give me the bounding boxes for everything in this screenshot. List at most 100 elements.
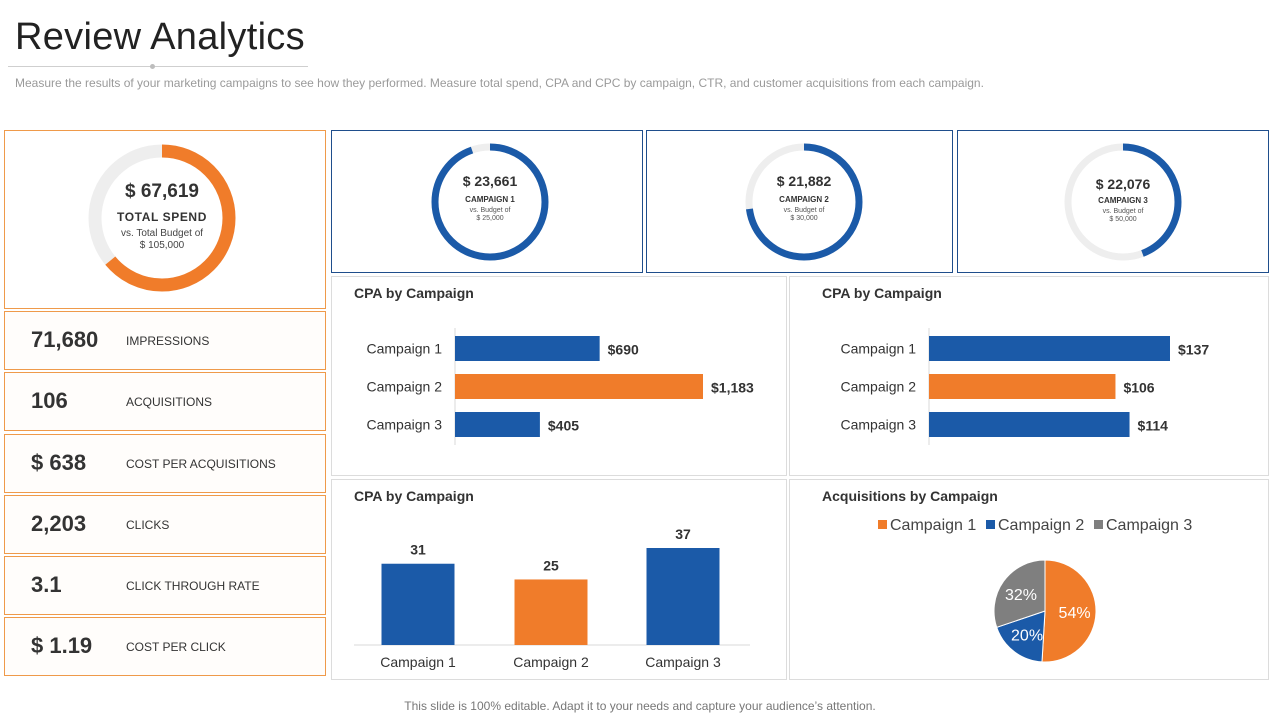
metric-value: 71,680	[31, 327, 99, 352]
footer-note: This slide is 100% editable. Adapt it to…	[404, 699, 876, 713]
total-spend-budget-caption: vs. Total Budget of	[120, 228, 204, 239]
cpa-bar-chart-1: Campaign 1 $690 Campaign 2 $1,183 Campaign 3…	[367, 328, 754, 445]
chart-title: CPA by Campaign	[354, 285, 474, 301]
data-label: $106	[1123, 380, 1154, 396]
acquisitions-chart-panel: Acquisitions by Campaign Campaign 1 Campa…	[789, 479, 1269, 680]
category-label: Campaign 2	[367, 379, 443, 395]
chart-title: CPA by Campaign	[822, 285, 942, 301]
pie-slice	[1041, 559, 1097, 663]
legend-swatch	[986, 520, 995, 529]
campaign-3-budget-caption: vs. Budget of	[1102, 208, 1144, 215]
slice-label: 20%	[1011, 628, 1043, 645]
metric-impressions: 71,680 IMPRESSIONS	[4, 311, 326, 370]
campaign-3-value: $ 22,076	[1095, 176, 1151, 192]
total-spend-donut	[88, 144, 236, 292]
metric-cost-per-acquisition: $ 638 COST PER ACQUISITIONS	[4, 434, 326, 493]
slice-label: 32%	[1005, 587, 1037, 604]
category-label: Campaign 2	[513, 654, 589, 670]
bar	[381, 563, 455, 645]
metric-label: ACQUISITIONS	[126, 395, 213, 409]
title-divider	[8, 66, 308, 67]
campaign-2-budget-value: $ 30,000	[790, 215, 818, 222]
bar	[929, 412, 1130, 437]
data-label: $405	[548, 418, 579, 434]
campaign-3-budget-value: $ 50,000	[1109, 216, 1137, 223]
cpa-column-chart: 31 Campaign 1 25 Campaign 2 37 Campaign 3	[354, 526, 750, 670]
campaign-2-arc	[745, 143, 863, 261]
category-label: Campaign 3	[367, 417, 443, 433]
campaign-3-donut	[1064, 143, 1182, 261]
campaign-2-value: $ 21,882	[776, 173, 832, 189]
bar	[929, 336, 1170, 361]
metric-label: COST PER ACQUISITIONS	[126, 457, 276, 471]
data-label: $690	[608, 342, 639, 358]
acquisitions-pie-chart: Campaign 1 Campaign 2 Campaign 3 54% 20% 32%	[878, 517, 1192, 663]
campaign-2-donut	[745, 143, 863, 261]
bar	[455, 336, 600, 361]
category-label: Campaign 2	[841, 379, 917, 395]
metric-clicks: 2,203 CLICKS	[4, 495, 326, 554]
bar	[455, 412, 540, 437]
page-title: Review Analytics	[15, 16, 305, 58]
data-label: 37	[675, 526, 691, 542]
legend-label: Campaign 3	[1106, 517, 1192, 534]
metric-value: $ 638	[31, 450, 87, 475]
data-label: 31	[410, 542, 426, 558]
campaign-1-budget-value: $ 25,000	[476, 215, 504, 222]
campaign-2-label: CAMPAIGN 2	[779, 195, 829, 204]
campaign-1-donut	[431, 143, 549, 261]
campaign-3-label: CAMPAIGN 3	[1098, 196, 1148, 205]
data-label: $114	[1138, 418, 1169, 434]
total-spend-label: TOTAL SPEND	[117, 210, 207, 224]
metric-click-through-rate: 3.1 CLICK THROUGH RATE	[4, 556, 326, 615]
metric-label: CLICKS	[126, 518, 170, 532]
metric-value: 106	[31, 388, 68, 413]
campaign-1-card: $ 23,661 CAMPAIGN 1 vs. Budget of $ 25,0…	[331, 130, 643, 273]
campaign-3-arc	[1064, 143, 1182, 261]
category-label: Campaign 3	[645, 654, 721, 670]
category-label: Campaign 3	[841, 417, 917, 433]
bar	[646, 548, 720, 645]
category-label: Campaign 1	[367, 341, 443, 357]
campaign-1-arc	[431, 143, 549, 261]
campaign-1-budget-caption: vs. Budget of	[469, 207, 511, 214]
data-label: $137	[1178, 342, 1209, 358]
total-spend-value: $ 67,619	[125, 181, 199, 202]
page-subtitle: Measure the results of your marketing ca…	[15, 76, 984, 90]
campaign-2-budget-caption: vs. Budget of	[783, 207, 825, 214]
data-label: $1,183	[711, 380, 754, 396]
cpa-bar-chart-2: Campaign 1 $137 Campaign 2 $106 Campaign 3 $1…	[841, 328, 1209, 445]
chart-title: Acquisitions by Campaign	[822, 488, 998, 504]
title-divider-dot	[150, 64, 155, 69]
total-spend-budget-value: $ 105,000	[139, 240, 185, 251]
category-label: Campaign 1	[841, 341, 917, 357]
total-spend-panel: $ 67,619 TOTAL SPEND vs. Total Budget of…	[4, 130, 326, 309]
chart-title: CPA by Campaign	[354, 488, 474, 504]
metric-label: CLICK THROUGH RATE	[126, 579, 260, 593]
legend-swatch	[878, 520, 887, 529]
metric-acquisitions: 106 ACQUISITIONS	[4, 372, 326, 431]
bar	[514, 579, 588, 645]
metric-cost-per-click: $ 1.19 COST PER CLICK	[4, 617, 326, 676]
cpa-chart-3-panel: CPA by Campaign 31 Campaign 1 25 Campaign 2…	[331, 479, 787, 680]
campaign-1-value: $ 23,661	[462, 173, 518, 189]
bar	[929, 374, 1116, 399]
slice-label: 54%	[1059, 605, 1091, 622]
cpa-chart-1-panel: CPA by Campaign Campaign 1 $690 Campaign 2…	[331, 276, 787, 476]
campaign-3-card: $ 22,076 CAMPAIGN 3 vs. Budget of $ 50,0…	[957, 130, 1269, 273]
bar	[455, 374, 703, 399]
legend-label: Campaign 1	[890, 517, 976, 534]
category-label: Campaign 1	[380, 654, 456, 670]
campaign-2-card: $ 21,882 CAMPAIGN 2 vs. Budget of $ 30,0…	[646, 130, 953, 273]
legend-label: Campaign 2	[998, 517, 1084, 534]
campaign-1-label: CAMPAIGN 1	[465, 195, 515, 204]
metric-label: IMPRESSIONS	[126, 334, 210, 348]
metric-value: 3.1	[31, 572, 62, 597]
legend-swatch	[1094, 520, 1103, 529]
data-label: 25	[543, 557, 559, 573]
cpa-chart-2-panel: CPA by Campaign Campaign 1 $137 Campaign 2…	[789, 276, 1269, 476]
metric-value: 2,203	[31, 511, 87, 536]
pie-slice	[993, 559, 1046, 628]
metric-value: $ 1.19	[31, 633, 93, 658]
metric-label: COST PER CLICK	[126, 640, 226, 654]
